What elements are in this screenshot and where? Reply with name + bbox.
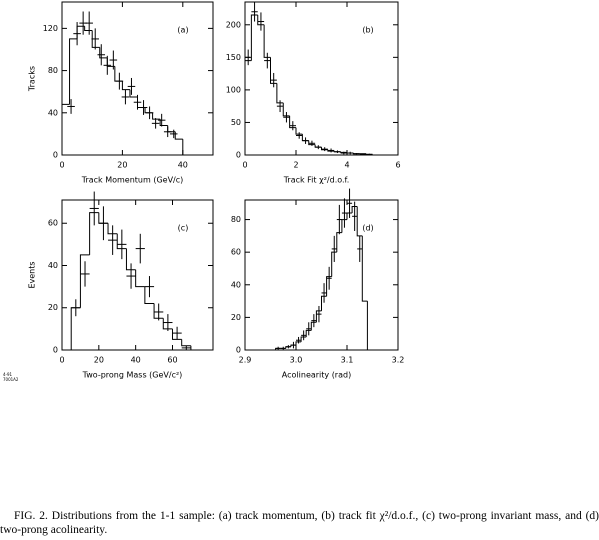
- histogram-step: [79, 254, 90, 308]
- plot-frame: [244, 199, 399, 351]
- x-tick-label: 0: [59, 356, 64, 365]
- y-tick-label: 150: [226, 53, 241, 62]
- y-tick-label: 0: [53, 346, 58, 355]
- side-note: 7001A2: [3, 377, 19, 382]
- histogram-step: [171, 328, 182, 340]
- histogram-step: [99, 47, 108, 59]
- y-tick-label: 60: [48, 219, 58, 228]
- x-tick-label: 4: [344, 161, 349, 170]
- y-tick-label: 0: [53, 151, 58, 160]
- histogram-step: [336, 232, 342, 253]
- histogram-step: [129, 89, 138, 98]
- y-tick-label: 0: [236, 346, 241, 355]
- histogram-step: [162, 318, 173, 330]
- histogram-step: [135, 269, 145, 288]
- x-axis-label: Track Momentum (GeV/c): [81, 176, 184, 185]
- plot-frame: [244, 1, 399, 156]
- histogram-step: [174, 131, 183, 140]
- x-tick-label: 6: [395, 161, 400, 170]
- histogram-step: [116, 233, 127, 250]
- histogram-step: [276, 83, 284, 104]
- y-tick-label: 60: [231, 248, 241, 257]
- y-axis-label: Events: [28, 261, 37, 288]
- y-tick-label: 40: [48, 108, 58, 117]
- y-tick-label: 80: [48, 66, 58, 75]
- histogram-step: [153, 303, 164, 319]
- y-tick-label: 0: [236, 151, 241, 160]
- histogram-step: [181, 339, 191, 347]
- x-tick-label: 2.9: [239, 356, 252, 365]
- y-tick-label: 100: [226, 85, 241, 94]
- panel-label: (a): [177, 26, 188, 35]
- histogram-step: [295, 127, 303, 135]
- plot-frame: [61, 1, 214, 156]
- x-axis-label: Two-prong Mass (GeV/c²): [82, 371, 183, 380]
- histogram-step: [315, 310, 322, 323]
- histogram-step: [61, 103, 70, 155]
- histogram-step: [361, 235, 368, 302]
- histogram-step: [263, 24, 271, 58]
- histogram-step: [331, 251, 337, 277]
- x-tick-label: 20: [117, 161, 127, 170]
- side-note: 4-91: [3, 372, 13, 377]
- x-axis-label: Track Fit χ²/d.o.f.: [283, 176, 350, 185]
- histogram-step: [270, 57, 277, 84]
- histogram-step: [308, 140, 316, 146]
- histogram-step: [114, 66, 123, 82]
- panel-label: (b): [362, 26, 373, 35]
- histogram-step: [152, 112, 161, 120]
- histogram-step: [84, 26, 93, 31]
- histogram-step: [89, 212, 99, 255]
- x-tick-label: 0: [242, 161, 247, 170]
- plot-frame: [61, 199, 214, 351]
- y-tick-label: 40: [48, 261, 58, 270]
- y-tick-label: 200: [226, 20, 241, 29]
- x-tick-label: 40: [178, 161, 188, 170]
- caption: FIG. 2. Distributions from the 1-1 sampl…: [0, 510, 599, 536]
- y-axis-label: Tracks: [28, 66, 37, 92]
- y-tick-label: 80: [231, 215, 241, 224]
- histogram-step: [321, 295, 327, 311]
- x-tick-label: 3.0: [290, 356, 303, 365]
- histogram-step: [144, 107, 153, 114]
- x-tick-label: 20: [94, 356, 104, 365]
- histogram-step: [244, 60, 252, 155]
- histogram-step: [326, 276, 332, 297]
- y-tick-label: 120: [43, 24, 58, 33]
- histogram-step: [321, 147, 328, 151]
- histogram-step: [91, 30, 100, 48]
- x-axis-label: Acolinearity (rad): [282, 371, 351, 380]
- histogram-step: [257, 15, 265, 26]
- x-tick-label: 40: [131, 356, 141, 365]
- y-tick-label: 40: [231, 280, 241, 289]
- histogram-step: [69, 38, 78, 105]
- y-tick-label: 50: [231, 118, 241, 127]
- y-tick-label: 20: [231, 313, 241, 322]
- histogram-step: [250, 14, 258, 61]
- x-tick-label: 0: [59, 161, 64, 170]
- y-tick-label: 20: [48, 303, 58, 312]
- x-tick-label: 60: [167, 356, 177, 365]
- histogram-step: [351, 206, 358, 214]
- histogram-step: [305, 329, 312, 337]
- histogram-step: [295, 341, 302, 346]
- histogram-step: [289, 115, 296, 129]
- histogram-step: [282, 102, 290, 117]
- histogram-step: [144, 286, 155, 305]
- x-tick-label: 3.2: [392, 356, 405, 365]
- x-tick-label: 3.1: [341, 356, 354, 365]
- histogram-step: [121, 81, 130, 91]
- histogram-step: [159, 119, 168, 126]
- panel-label: (d): [362, 224, 373, 233]
- histogram-step: [310, 321, 317, 331]
- x-tick-label: 2: [293, 161, 298, 170]
- histogram-step: [125, 248, 136, 271]
- histogram-step: [107, 223, 118, 235]
- panel-label: (c): [178, 224, 189, 233]
